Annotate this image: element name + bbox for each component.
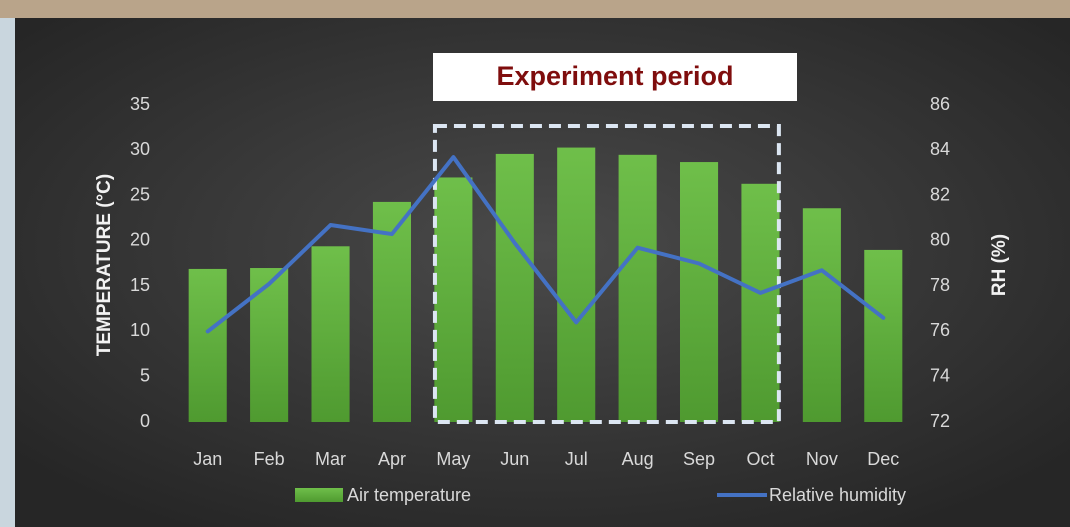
legend-swatch bbox=[295, 488, 343, 502]
x-tick-label: Dec bbox=[867, 449, 899, 469]
y-tick-label: 0 bbox=[140, 411, 150, 431]
bar bbox=[618, 154, 657, 423]
y2-axis-title: RH (%) bbox=[989, 234, 1010, 296]
bar bbox=[557, 147, 596, 422]
line bbox=[205, 155, 886, 334]
annotation-text: Experiment period bbox=[496, 61, 733, 91]
bar bbox=[434, 177, 473, 422]
y-tick-label: 5 bbox=[140, 365, 150, 385]
bar bbox=[250, 268, 289, 422]
bar bbox=[802, 208, 841, 422]
photo-strip bbox=[0, 0, 1070, 18]
x-tick-label: Jan bbox=[193, 449, 222, 469]
x-tick-label: May bbox=[436, 449, 470, 469]
bar bbox=[741, 183, 780, 422]
y-tick-label: 30 bbox=[130, 139, 150, 159]
bar bbox=[864, 249, 903, 422]
x-tick-label: Jun bbox=[500, 449, 529, 469]
x-tick-label: Sep bbox=[683, 449, 715, 469]
x-tick-label: Oct bbox=[746, 449, 774, 469]
y2-tick-label: 86 bbox=[930, 94, 950, 114]
y-tick-label: 20 bbox=[130, 230, 150, 250]
y-axis-title: TEMPERATURE (°C) bbox=[94, 174, 115, 356]
y2-tick-label: 78 bbox=[930, 275, 950, 295]
y2-tick-label: 82 bbox=[930, 184, 950, 204]
y2-tick-label: 84 bbox=[930, 139, 950, 159]
x-tick-label: Mar bbox=[315, 449, 346, 469]
y-tick-label: 10 bbox=[130, 320, 150, 340]
x-tick-label: Jul bbox=[565, 449, 588, 469]
y2-tick-label: 74 bbox=[930, 365, 950, 385]
x-tick-label: Feb bbox=[254, 449, 285, 469]
x-tick-label: Aug bbox=[622, 449, 654, 469]
bar bbox=[372, 201, 411, 422]
bar bbox=[188, 268, 227, 422]
x-tick-label: Nov bbox=[806, 449, 838, 469]
x-tick-label: Apr bbox=[378, 449, 406, 469]
bar bbox=[680, 162, 719, 422]
bar bbox=[311, 246, 350, 422]
y2-tick-label: 72 bbox=[930, 411, 950, 431]
period-box bbox=[432, 124, 781, 424]
y2-tick-label: 76 bbox=[930, 320, 950, 340]
y-tick-label: 15 bbox=[130, 275, 150, 295]
legend-label: Air temperature bbox=[347, 485, 471, 505]
legend-label: Relative humidity bbox=[769, 485, 906, 505]
y-tick-label: 35 bbox=[130, 94, 150, 114]
y2-tick-label: 80 bbox=[930, 230, 950, 250]
annotation-box bbox=[433, 53, 797, 101]
y-tick-label: 25 bbox=[130, 184, 150, 204]
bar bbox=[495, 153, 534, 422]
